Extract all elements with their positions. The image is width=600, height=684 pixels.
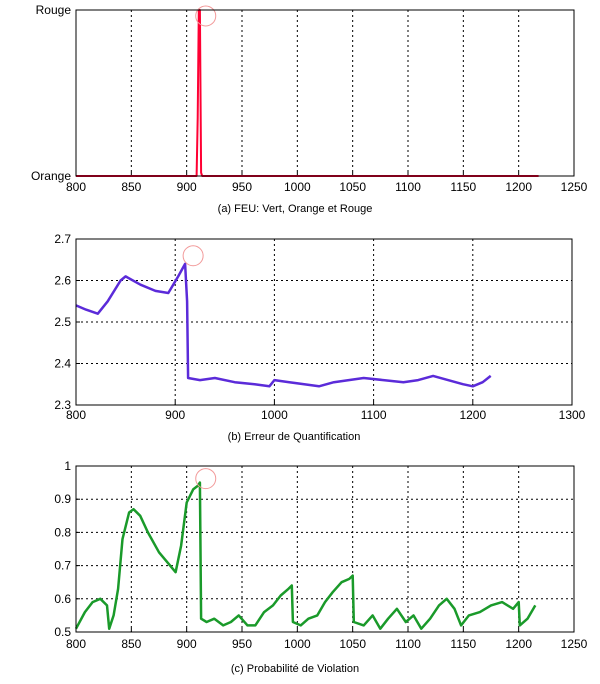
x-tick-label: 900: [177, 180, 197, 194]
y-tick-label: 0.7: [54, 559, 71, 573]
series-line: [76, 9, 539, 177]
plot-caption: (a) FEU: Vert, Orange et Rouge: [218, 203, 373, 215]
plot-c-probabilite-violation: 800 850 900 950 1000 1050 1100 1150 1200 1250 0.5 0…: [54, 459, 587, 675]
x-tick-label: 1150: [450, 180, 476, 194]
x-tick-label: 1100: [395, 637, 421, 651]
plot-a-feu: 800 850 900 950 1000 1050 1100 1150 1200 1250 Oran…: [31, 3, 588, 215]
x-tick-label: 850: [121, 180, 141, 194]
x-tick-label: 1000: [284, 637, 311, 651]
x-tick-label: 1250: [561, 637, 588, 651]
plot-frame: [75, 9, 575, 177]
x-tick-label: 1150: [450, 637, 476, 651]
x-tick-label: 1050: [339, 180, 366, 194]
x-tick-label: 850: [121, 637, 141, 651]
plot-frame: [75, 238, 573, 406]
x-tick-label: 1050: [339, 637, 366, 651]
y-tick-label: 2.6: [54, 274, 71, 288]
plot-caption: (c) Probabilité de Violation: [231, 663, 359, 675]
x-tick-label: 1200: [459, 408, 486, 422]
x-tick-label: 1200: [505, 180, 532, 194]
series-line: [75, 262, 492, 388]
x-tick-label: 950: [232, 180, 252, 194]
highlight-circle-marker: [182, 245, 204, 267]
series-line: [74, 481, 537, 630]
x-tick-label: 900: [165, 408, 185, 422]
plot-caption: (b) Erreur de Quantification: [228, 431, 361, 443]
highlight-circle-marker: [195, 5, 217, 27]
y-tick-label: 0.8: [54, 525, 71, 539]
x-tick-label: 800: [66, 637, 86, 651]
x-tick-label: 800: [66, 180, 86, 194]
x-tick-label: 1200: [505, 637, 532, 651]
y-tick-label: Orange: [31, 169, 71, 183]
x-tick-label: 1000: [284, 180, 311, 194]
x-tick-label: 900: [177, 637, 197, 651]
y-tick-label: 0.5: [54, 625, 71, 639]
y-tick-label: 2.4: [54, 357, 71, 371]
y-tick-label: 2.5: [54, 315, 71, 329]
y-tick-label: 1: [64, 459, 71, 473]
x-tick-label: 1100: [361, 408, 387, 422]
y-tick-label: 0.6: [54, 592, 71, 606]
highlight-circle-marker: [195, 468, 217, 490]
x-tick-label: 1300: [559, 408, 586, 422]
y-tick-label: 2.7: [54, 232, 71, 246]
plot-frame: [75, 465, 575, 633]
y-tick-label: 0.9: [54, 492, 71, 506]
x-tick-label: 1000: [261, 408, 288, 422]
y-tick-label: Rouge: [36, 3, 72, 17]
x-tick-label: 950: [232, 637, 252, 651]
plot-b-erreur-quantification: 800 900 1000 1100 1200 1300 2.3 2.4 2.5 2.6 2.7 (b)…: [54, 232, 585, 443]
x-tick-label: 1100: [395, 180, 421, 194]
x-tick-label: 800: [66, 408, 86, 422]
x-tick-label: 1250: [561, 180, 588, 194]
y-tick-label: 2.3: [54, 398, 71, 412]
